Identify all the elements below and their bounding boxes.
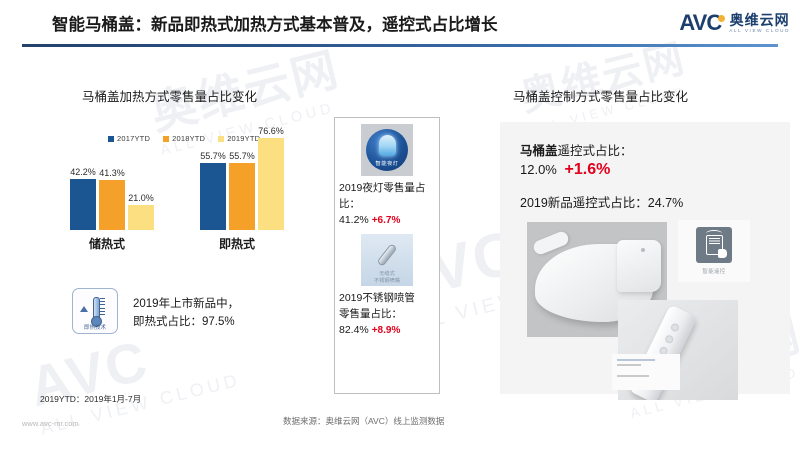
bar-group-1: 55.7% 55.7% 76.6% [200, 126, 284, 230]
bar [99, 180, 125, 230]
avc-logo: AVC 奥维云网 ALL VIEW CLOUD [679, 12, 790, 34]
remote-share-label: 马桶盖遥控式占比： [520, 140, 633, 159]
signal-wave-icon [706, 230, 722, 237]
up-arrow-icon [80, 306, 88, 312]
legend-label: 2018YTD [172, 134, 206, 143]
logo-name-cn: 奥维云网 [729, 11, 790, 28]
bar-group-0: 42.2% 41.3% 21.0% [70, 167, 154, 230]
bar-value-label: 55.7% [229, 151, 255, 161]
chart-legend: 2017YTD 2018YTD 2019YTD [108, 134, 260, 143]
callout-line-2: 即热式占比：97.5% [133, 315, 235, 328]
label-line [617, 364, 641, 366]
bar [258, 138, 284, 230]
bar-value-label: 21.0% [128, 193, 154, 203]
night-light-stat: 2019夜灯零售量占比： 41.2% +6.7% [339, 181, 439, 228]
bar [128, 205, 154, 230]
icon-caption: 即热技术 [83, 325, 106, 331]
remote-share-delta: +1.6% [564, 161, 611, 178]
bar-value-label: 76.6% [258, 126, 284, 136]
bar-container: 55.7% [229, 151, 255, 230]
night-light-icon: 智能夜灯 [361, 124, 413, 176]
ytd-footnote: 2019YTD：2019年1月-7月 [40, 394, 142, 404]
bar [200, 163, 226, 230]
remote-screen-icon [705, 235, 723, 255]
bar-container: 41.3% [99, 168, 125, 230]
night-light-card: 智能夜灯 [361, 124, 413, 176]
stat-delta: +6.7% [371, 214, 401, 226]
control-type-panel: 马桶盖遥控式占比： 12.0% +1.6% 2019新品遥控式占比：24.7% … [500, 122, 790, 400]
label-line [617, 375, 649, 377]
product-label-card [612, 354, 680, 390]
seat-body-shape [617, 240, 661, 292]
chart-plot-area: 42.2% 41.3% 21.0% 55.7% 55.7% [40, 112, 330, 252]
stat-value: 82.4% [339, 323, 369, 336]
legend-swatch [108, 135, 114, 142]
remote-share-value-row: 12.0% +1.6% [520, 161, 610, 179]
data-source-note: 数据来源：奥维云网（AVC）线上监测数据 [283, 416, 445, 426]
feature-penetration-panel: 智能夜灯 2019夜灯零售量占比： 41.2% +6.7% 无缝式 不锈钢喷嘴 … [334, 117, 440, 394]
remote-share-label-bold: 马桶盖 [520, 144, 558, 158]
category-label: 即热式 [218, 237, 255, 251]
thermometer-ticks-icon [100, 298, 107, 318]
callout-line-1: 2019年上市新品中， [133, 298, 240, 310]
stat-delta: +8.9% [371, 324, 401, 336]
icon-caption: 智能遥控 [702, 269, 726, 275]
seat-detail-dot [641, 248, 645, 252]
nozzle-card: 无缝式 不锈钢喷嘴 [361, 234, 413, 287]
bar [229, 163, 255, 230]
icon-caption: 智能夜灯 [375, 161, 399, 167]
legend-label: 2017YTD [117, 134, 151, 143]
legend-item: 2017YTD [108, 134, 150, 143]
page-title: 智能马桶盖：新品即热式加热方式基本普及，遥控式占比增长 [52, 16, 498, 34]
icon-caption: 无缝式 不锈钢喷嘴 [361, 271, 413, 284]
legend-item: 2018YTD [163, 134, 205, 143]
night-light-disc-icon: 智能夜灯 [366, 129, 408, 171]
logo-mark: AVC [679, 10, 722, 35]
smart-remote-icon [696, 227, 732, 263]
nozzle-icon: 无缝式 不锈钢喷嘴 [361, 234, 413, 287]
instant-heating-icon: 即热技术 [72, 288, 118, 334]
remote-share-label-rest: 遥控式占比： [557, 144, 633, 158]
stat-value: 41.2% [339, 213, 369, 226]
icon-caption-line-1: 无缝式 [379, 271, 395, 278]
stat-text: 零售量占比： [339, 308, 402, 320]
legend-label: 2019YTD [227, 134, 261, 143]
icon-caption-line-2: 不锈钢喷嘴 [374, 277, 400, 284]
stat-text: 2019不锈钢喷管 [339, 292, 415, 305]
label-line [617, 359, 655, 361]
category-label: 储热式 [88, 237, 125, 251]
legend-swatch [218, 135, 225, 142]
right-section-heading: 马桶盖控制方式零售量占比变化 [513, 90, 689, 104]
logo-dot-icon [718, 15, 726, 22]
bar-container: 76.6% [258, 126, 284, 230]
legend-swatch [163, 135, 170, 142]
legend-item: 2019YTD [218, 134, 260, 143]
logo-name-en: ALL VIEW CLOUD [729, 27, 790, 33]
left-section-heading: 马桶盖加热方式零售量占比变化 [82, 90, 258, 104]
hand-tap-icon [718, 249, 727, 258]
header-divider [22, 44, 778, 47]
bar-container: 55.7% [200, 151, 226, 230]
bar-container: 42.2% [70, 167, 96, 230]
instant-heating-callout: 2019年上市新品中， 即热式占比：97.5% [133, 296, 239, 332]
smart-remote-icon-card: 智能遥控 [678, 220, 750, 282]
bar [70, 179, 96, 230]
bar-value-label: 41.3% [99, 168, 125, 178]
bar-value-label: 42.2% [70, 167, 96, 177]
stat-text: 2019夜灯零售量占比： [339, 182, 426, 210]
toilet-seat-glyph-icon [378, 135, 396, 156]
bar-value-label: 55.7% [200, 151, 226, 161]
slide-header: 智能马桶盖：新品即热式加热方式基本普及，遥控式占比增长 AVC 奥维云网 ALL… [0, 0, 800, 48]
nozzle-stat: 2019不锈钢喷管 零售量占比： 82.4% +8.9% [339, 291, 439, 338]
new-product-remote-share: 2019新品遥控式占比：24.7% [520, 196, 684, 210]
site-url[interactable]: www.avc-mr.com [22, 419, 79, 428]
remote-share-value: 12.0% [520, 162, 557, 177]
nozzle-rod-icon [376, 243, 398, 268]
heating-type-bar-chart: 2017YTD 2018YTD 2019YTD 42.2% 41.3% [40, 112, 330, 252]
thermometer-bulb-icon [91, 316, 102, 327]
bar-container: 21.0% [128, 193, 154, 230]
